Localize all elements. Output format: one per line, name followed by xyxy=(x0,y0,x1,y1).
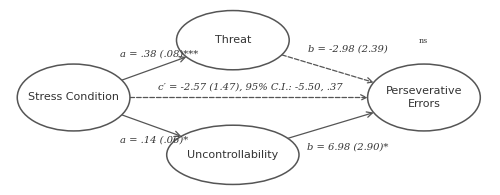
Text: Threat: Threat xyxy=(214,35,251,45)
Text: a = .14 (.06)*: a = .14 (.06)* xyxy=(120,136,188,145)
Text: a = .38 (.08)***: a = .38 (.08)*** xyxy=(120,50,198,59)
Text: b = -2.98 (2.39): b = -2.98 (2.39) xyxy=(308,44,388,53)
Ellipse shape xyxy=(18,64,130,131)
Text: Uncontrollability: Uncontrollability xyxy=(187,150,278,160)
Ellipse shape xyxy=(166,125,299,184)
Text: b = 6.98 (2.90)*: b = 6.98 (2.90)* xyxy=(308,142,388,151)
Text: ns: ns xyxy=(419,37,428,45)
Ellipse shape xyxy=(368,64,480,131)
Text: Perseverative
Errors: Perseverative Errors xyxy=(386,86,462,109)
Text: c′ = -2.57 (1.47), 95% C.I.: -5.50, .37: c′ = -2.57 (1.47), 95% C.I.: -5.50, .37 xyxy=(158,82,342,91)
Ellipse shape xyxy=(176,11,289,70)
Text: Stress Condition: Stress Condition xyxy=(28,92,119,103)
